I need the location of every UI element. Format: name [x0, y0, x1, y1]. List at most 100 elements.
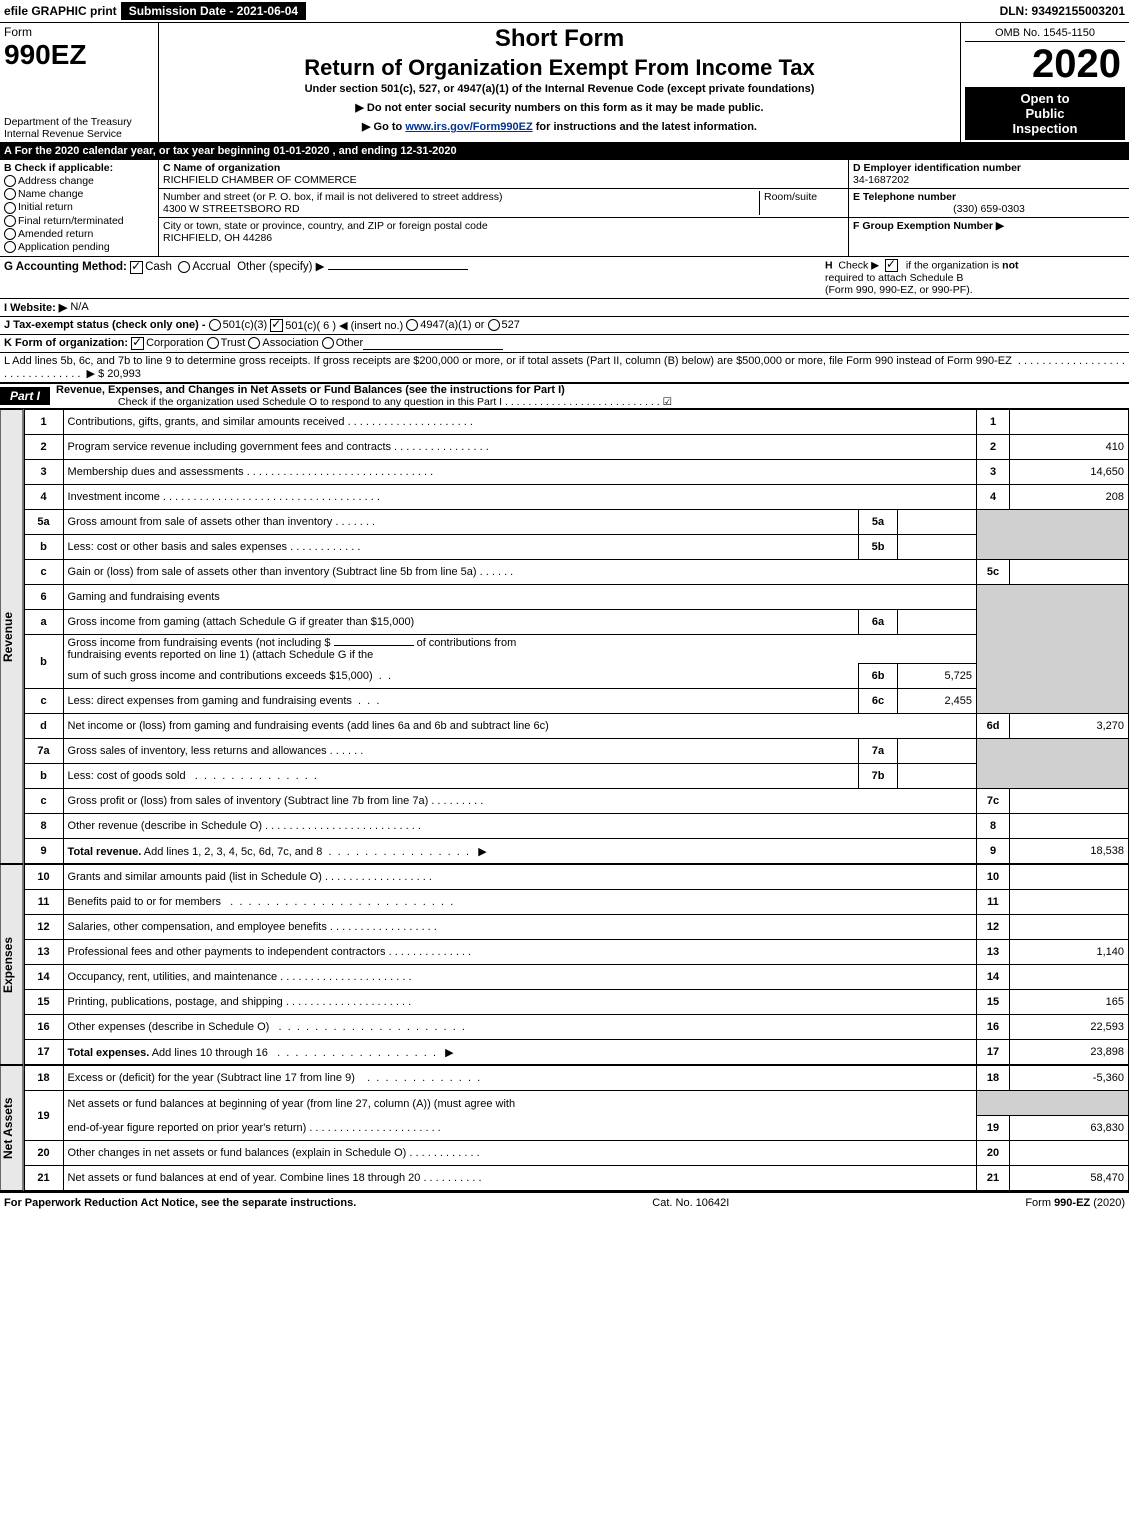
section-k: K Form of organization: Corporation Trus… [0, 335, 1129, 353]
table-row: 16Other expenses (describe in Schedule O… [24, 1015, 1128, 1040]
header-middle: Short Form Return of Organization Exempt… [159, 23, 960, 142]
table-row: 2 Program service revenue including gove… [24, 435, 1128, 460]
radio-trust[interactable] [207, 337, 219, 349]
radio-corporation[interactable] [131, 337, 144, 350]
top-bar: efile GRAPHIC print Submission Date - 20… [0, 0, 1129, 23]
expenses-side-label: Expenses [0, 864, 24, 1065]
goto-post: for instructions and the latest informat… [536, 121, 757, 133]
radio-association[interactable] [248, 337, 260, 349]
under-section: Under section 501(c), 527, or 4947(a)(1)… [165, 83, 954, 95]
open-to-public: Open to Public Inspection [965, 87, 1125, 140]
table-row: a Gross income from gaming (attach Sched… [24, 610, 1128, 635]
grey-cell [977, 585, 1129, 714]
radio-4947[interactable] [406, 319, 418, 331]
checkbox-h[interactable] [885, 259, 898, 272]
table-row: 6 Gaming and fundraising events [24, 585, 1128, 610]
section-j: J Tax-exempt status (check only one) - 5… [0, 317, 1129, 335]
page-footer: For Paperwork Reduction Act Notice, see … [0, 1191, 1129, 1213]
table-row: 19Net assets or fund balances at beginni… [24, 1091, 1128, 1116]
section-b-title: B Check if applicable: [4, 162, 154, 174]
table-row: 7a Gross sales of inventory, less return… [24, 739, 1128, 764]
open-line3: Inspection [969, 121, 1121, 136]
header-left: Form 990EZ Department of the Treasury In… [0, 23, 159, 142]
ein-label: D Employer identification number [853, 162, 1125, 174]
section-b: B Check if applicable: Address change Na… [0, 160, 159, 256]
irs-link[interactable]: www.irs.gov/Form990EZ [405, 121, 532, 133]
table-row: 11Benefits paid to or for members . . . … [24, 890, 1128, 915]
arrow-icon: ▶ [445, 1047, 453, 1059]
table-row: 3 Membership dues and assessments . . . … [24, 460, 1128, 485]
gh-row: G Accounting Method: Cash Accrual Other … [0, 257, 1129, 299]
dept-line2: Internal Revenue Service [4, 128, 154, 140]
table-row: 20Other changes in net assets or fund ba… [24, 1141, 1128, 1166]
group-exemption-label: F Group Exemption Number ▶ [853, 220, 1004, 232]
checkbox-cash[interactable] [130, 261, 143, 274]
arrow-icon: ▶ [478, 846, 486, 858]
radio-501c3[interactable] [209, 319, 221, 331]
radio-other[interactable] [322, 337, 334, 349]
org-name-label: C Name of organization [163, 162, 844, 174]
section-c: C Name of organization RICHFIELD CHAMBER… [159, 160, 848, 256]
checkbox-name-change[interactable]: Name change [4, 188, 154, 200]
k-other-input[interactable] [363, 337, 503, 350]
phone-value: (330) 659-0303 [853, 203, 1125, 215]
goto-pre: ▶ Go to [362, 121, 405, 133]
entity-block: B Check if applicable: Address change Na… [0, 160, 1129, 257]
ein-value: 34-1687202 [853, 174, 1125, 186]
submission-date-button[interactable]: Submission Date - 2021-06-04 [121, 2, 306, 20]
expenses-section: Expenses 10Grants and similar amounts pa… [0, 864, 1129, 1065]
table-row: 13Professional fees and other payments t… [24, 940, 1128, 965]
revenue-side-label: Revenue [0, 409, 24, 864]
website-label: I Website: ▶ [4, 301, 67, 314]
j-label: J Tax-exempt status (check only one) - [4, 319, 206, 332]
checkbox-final-return[interactable]: Final return/terminated [4, 215, 154, 227]
table-row: b Less: cost of goods sold . . . . . . .… [24, 764, 1128, 789]
table-row: d Net income or (loss) from gaming and f… [24, 714, 1128, 739]
line-a-period: A For the 2020 calendar year, or tax yea… [0, 143, 1129, 160]
form-ref: Form 990-EZ (2020) [1025, 1197, 1125, 1209]
checkbox-accrual[interactable] [178, 261, 190, 273]
revenue-section: Revenue 1 Contributions, gifts, grants, … [0, 409, 1129, 864]
g-other-input[interactable] [328, 269, 468, 270]
h-line2: required to attach Schedule B [825, 272, 1125, 284]
checkbox-address-change[interactable]: Address change [4, 175, 154, 187]
table-row: b Gross income from fundraising events (… [24, 635, 1128, 664]
table-row: 21Net assets or fund balances at end of … [24, 1166, 1128, 1191]
grey-cell [977, 510, 1129, 560]
org-name-value: RICHFIELD CHAMBER OF COMMERCE [163, 174, 844, 186]
room-label: Room/suite [764, 191, 817, 203]
table-row: sum of such gross income and contributio… [24, 664, 1128, 689]
grey-cell [977, 739, 1129, 789]
radio-501c[interactable] [270, 319, 283, 332]
netassets-table: 18Excess or (deficit) for the year (Subt… [24, 1065, 1129, 1191]
table-row: 9 Total revenue. Total revenue. Add line… [24, 839, 1128, 864]
part1-label: Part I [0, 387, 50, 405]
radio-527[interactable] [488, 319, 500, 331]
return-title: Return of Organization Exempt From Incom… [165, 55, 954, 81]
table-row: 17Total expenses. Add lines 10 through 1… [24, 1040, 1128, 1065]
efile-label[interactable]: efile GRAPHIC print [4, 4, 117, 18]
form-word: Form [4, 25, 154, 39]
checkbox-amended-return[interactable]: Amended return [4, 228, 154, 240]
table-row: 5a Gross amount from sale of assets othe… [24, 510, 1128, 535]
phone-label: E Telephone number [853, 191, 1125, 203]
city-value: RICHFIELD, OH 44286 [163, 232, 844, 244]
street-label: Number and street (or P. O. box, if mail… [163, 191, 502, 203]
checkbox-initial-return[interactable]: Initial return [4, 201, 154, 213]
table-row: 15Printing, publications, postage, and s… [24, 990, 1128, 1015]
netassets-section: Net Assets 18Excess or (deficit) for the… [0, 1065, 1129, 1191]
dept-line1: Department of the Treasury [4, 116, 154, 128]
l-text: L Add lines 5b, 6c, and 7b to line 9 to … [4, 355, 1012, 367]
header-right: OMB No. 1545-1150 2020 Open to Public In… [960, 23, 1129, 142]
checkbox-application-pending[interactable]: Application pending [4, 241, 154, 253]
netassets-side-label: Net Assets [0, 1065, 24, 1191]
city-label: City or town, state or province, country… [163, 220, 844, 232]
table-row: 18Excess or (deficit) for the year (Subt… [24, 1066, 1128, 1091]
part1-bar: Part I Revenue, Expenses, and Changes in… [0, 383, 1129, 409]
part1-subtitle: Check if the organization used Schedule … [50, 396, 672, 408]
table-row: c Less: direct expenses from gaming and … [24, 689, 1128, 714]
table-row: 8 Other revenue (describe in Schedule O)… [24, 814, 1128, 839]
section-i: I Website: ▶ N/A [0, 299, 1129, 317]
6b-input[interactable] [334, 645, 414, 646]
part1-check-icon[interactable]: ☑ [663, 396, 672, 408]
